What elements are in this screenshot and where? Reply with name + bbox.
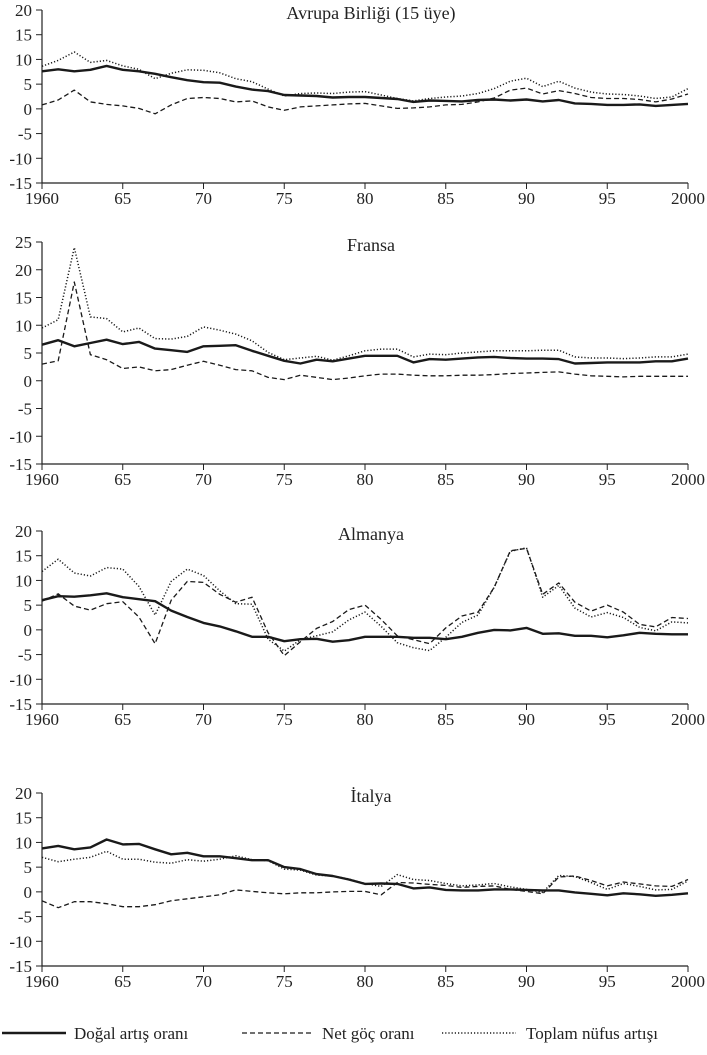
y-tick-label: 5: [24, 596, 33, 615]
x-tick-label: 85: [437, 189, 454, 208]
x-tick-label: 90: [518, 470, 535, 489]
y-tick-label: 15: [15, 26, 32, 45]
x-tick-label: 65: [114, 710, 131, 729]
y-tick-label: 0: [24, 100, 33, 119]
y-tick-label: 20: [15, 261, 32, 280]
y-tick-label: -5: [18, 908, 32, 927]
x-tick-label: 80: [357, 710, 374, 729]
x-tick-label: 75: [276, 189, 293, 208]
y-tick-label: 20: [15, 522, 32, 541]
y-tick-label: -10: [9, 932, 32, 951]
chart-panel-1: Avrupa Birliği (15 üye) 20 15 10 5 0 -5 -10 -151…: [9, 1, 705, 208]
series-line-1: [41, 338, 689, 365]
chart-title: İtalya: [351, 786, 392, 806]
legend-label-3: Toplam nüfus artışı: [526, 1024, 658, 1043]
y-tick-label: 0: [24, 372, 33, 391]
x-tick-label: 65: [114, 972, 131, 991]
x-tick-label: 80: [357, 470, 374, 489]
x-tick-label: 80: [357, 972, 374, 991]
x-tick-label: 85: [437, 470, 454, 489]
x-tick-label: 95: [599, 470, 616, 489]
series-line-2: [41, 875, 689, 909]
x-tick-label: 1960: [25, 972, 59, 991]
y-tick-label: -15: [9, 174, 32, 193]
y-tick-label: -15: [9, 455, 32, 474]
x-tick-label: 85: [437, 972, 454, 991]
x-tick-label: 2000: [671, 189, 705, 208]
x-tick-label: 2000: [671, 972, 705, 991]
x-tick-label: 85: [437, 710, 454, 729]
x-tick-label: 75: [276, 972, 293, 991]
series-line-3: [41, 246, 689, 361]
y-tick-label: -5: [18, 125, 32, 144]
y-tick-label: -15: [9, 957, 32, 976]
y-tick-label: 5: [24, 344, 33, 363]
y-tick-label: 0: [24, 883, 33, 902]
y-tick-label: 15: [15, 547, 32, 566]
legend-label-2: Net göç oranı: [322, 1024, 415, 1043]
y-tick-label: 0: [24, 621, 33, 640]
y-tick-label: -15: [9, 695, 32, 714]
legend: Doğal artış oranı Net göç oranı Toplam nüf…: [2, 1024, 658, 1043]
series-line-3: [41, 850, 689, 894]
y-tick-label: 10: [15, 571, 32, 590]
x-tick-label: 70: [195, 710, 212, 729]
y-tick-label: -10: [9, 670, 32, 689]
y-tick-label: 5: [24, 858, 33, 877]
x-tick-label: 90: [518, 189, 535, 208]
x-tick-label: 2000: [671, 710, 705, 729]
y-tick-label: 20: [15, 1, 32, 20]
y-tick-label: 10: [15, 833, 32, 852]
y-tick-label: -10: [9, 149, 32, 168]
y-tick-label: 10: [15, 316, 32, 335]
y-tick-label: -5: [18, 646, 32, 665]
series-line-3: [41, 51, 689, 102]
y-tick-label: 10: [15, 50, 32, 69]
chart-title: Almanya: [338, 524, 404, 544]
series-line-2: [41, 281, 688, 381]
y-tick-label: 5: [24, 75, 33, 94]
x-tick-label: 2000: [671, 470, 705, 489]
series-line-2: [41, 547, 689, 657]
series-line-1: [41, 838, 689, 897]
x-tick-label: 90: [518, 710, 535, 729]
x-tick-label: 75: [276, 710, 293, 729]
x-tick-label: 95: [599, 189, 616, 208]
y-tick-label: 15: [15, 809, 32, 828]
chart-title: Avrupa Birliği (15 üye): [286, 3, 455, 24]
x-tick-label: 65: [114, 189, 131, 208]
x-tick-label: 75: [276, 470, 293, 489]
x-tick-label: 70: [195, 189, 212, 208]
x-tick-label: 1960: [25, 189, 59, 208]
series-line-3: [41, 547, 689, 652]
x-tick-label: 90: [518, 972, 535, 991]
x-tick-label: 95: [599, 710, 616, 729]
series-line-1: [41, 592, 688, 643]
y-tick-label: 25: [15, 233, 32, 252]
x-tick-label: 80: [357, 189, 374, 208]
y-tick-label: 20: [15, 784, 32, 803]
series-line-2: [41, 87, 689, 115]
x-tick-label: 1960: [25, 710, 59, 729]
x-tick-label: 65: [114, 470, 131, 489]
y-tick-label: 15: [15, 289, 32, 308]
legend-label-1: Doğal artış oranı: [74, 1024, 189, 1043]
x-tick-label: 70: [195, 972, 212, 991]
x-tick-label: 1960: [25, 470, 59, 489]
chart-title: Fransa: [347, 235, 395, 255]
x-tick-label: 70: [195, 470, 212, 489]
y-tick-label: -5: [18, 400, 32, 419]
series-line-1: [41, 64, 689, 108]
x-tick-label: 95: [599, 972, 616, 991]
y-tick-label: -10: [9, 427, 32, 446]
